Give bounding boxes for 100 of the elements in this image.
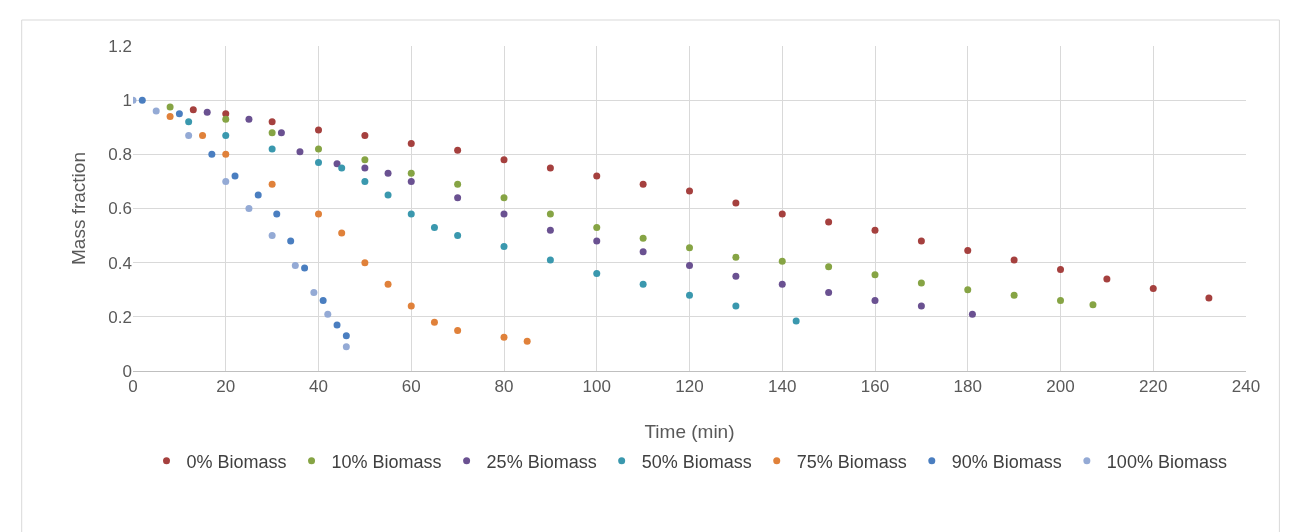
point <box>338 164 346 172</box>
point <box>231 172 239 180</box>
point <box>384 191 392 199</box>
legend-label: 0% Biomass <box>186 451 287 472</box>
point <box>361 156 369 164</box>
point <box>407 210 415 218</box>
point <box>454 180 462 188</box>
point <box>333 160 341 168</box>
point <box>1057 297 1064 305</box>
point <box>407 169 415 177</box>
point <box>430 223 438 231</box>
point <box>287 237 295 245</box>
point <box>825 263 833 271</box>
point <box>296 148 304 156</box>
point <box>871 297 879 305</box>
point <box>342 343 350 351</box>
point <box>454 232 462 240</box>
point <box>964 246 972 254</box>
point <box>593 270 601 277</box>
point <box>917 279 925 287</box>
x-tick-label: 220 <box>1139 377 1168 397</box>
legend-label: 75% Biomass <box>796 451 907 472</box>
point <box>454 326 462 334</box>
point <box>1149 284 1157 292</box>
x-tick-label: 200 <box>1046 377 1075 397</box>
point <box>338 229 346 237</box>
point <box>315 126 322 134</box>
point <box>199 131 207 139</box>
point <box>825 288 833 296</box>
point <box>964 286 972 294</box>
point <box>301 264 309 272</box>
point <box>546 210 554 218</box>
point <box>778 210 786 218</box>
point <box>686 244 693 252</box>
point <box>968 310 976 318</box>
point <box>825 218 833 226</box>
x-tick-label: 120 <box>675 377 704 397</box>
point <box>430 318 438 326</box>
point <box>291 261 299 269</box>
point <box>686 187 693 195</box>
y-tick-label: 0.2 <box>108 307 132 327</box>
point <box>222 177 230 185</box>
point <box>319 297 327 305</box>
point <box>546 256 554 264</box>
point <box>315 210 322 218</box>
point <box>166 112 174 120</box>
legend-label: 25% Biomass <box>486 451 597 472</box>
point <box>792 317 800 325</box>
point <box>189 106 197 114</box>
point <box>871 271 879 279</box>
point <box>546 226 554 234</box>
point <box>222 131 230 139</box>
x-tick-label: 180 <box>953 377 982 397</box>
point <box>407 140 415 147</box>
y-tick-label: 0 <box>122 361 132 381</box>
y-tick-label: 0.4 <box>108 253 132 273</box>
x-tick-label: 20 <box>216 377 236 397</box>
y-tick-label: 1.2 <box>108 36 132 56</box>
point <box>1057 265 1064 273</box>
point <box>593 223 601 231</box>
x-tick-label: 80 <box>494 377 514 397</box>
x-tick-label: 240 <box>1231 377 1261 397</box>
x-tick-label: 140 <box>768 377 797 397</box>
point <box>208 150 216 158</box>
point <box>917 302 925 310</box>
point <box>1103 275 1111 283</box>
point <box>342 332 350 340</box>
y-tick-label: 0.8 <box>108 145 132 165</box>
point <box>1010 291 1018 299</box>
point <box>1010 256 1018 264</box>
point <box>500 333 508 341</box>
y-tick-label: 0.6 <box>108 199 132 219</box>
x-tick-label: 60 <box>401 377 421 397</box>
point <box>454 146 462 154</box>
point <box>310 288 318 296</box>
point <box>546 164 554 172</box>
x-tick-label: 160 <box>860 377 890 397</box>
point <box>277 129 285 137</box>
point <box>166 103 174 111</box>
point <box>324 310 332 318</box>
point <box>639 234 647 242</box>
point <box>593 237 601 245</box>
point <box>500 156 508 164</box>
point <box>384 280 392 288</box>
point <box>152 107 160 115</box>
point <box>639 180 647 188</box>
legend-label: 90% Biomass <box>951 451 1062 472</box>
point <box>268 232 276 240</box>
point <box>384 169 392 177</box>
point <box>222 150 230 158</box>
point <box>175 110 183 118</box>
point <box>407 177 415 185</box>
point <box>185 118 193 126</box>
point <box>222 115 230 123</box>
point <box>732 302 740 310</box>
point <box>268 145 276 153</box>
point <box>686 261 693 269</box>
point <box>732 253 740 261</box>
point <box>245 205 253 212</box>
point <box>500 210 508 218</box>
